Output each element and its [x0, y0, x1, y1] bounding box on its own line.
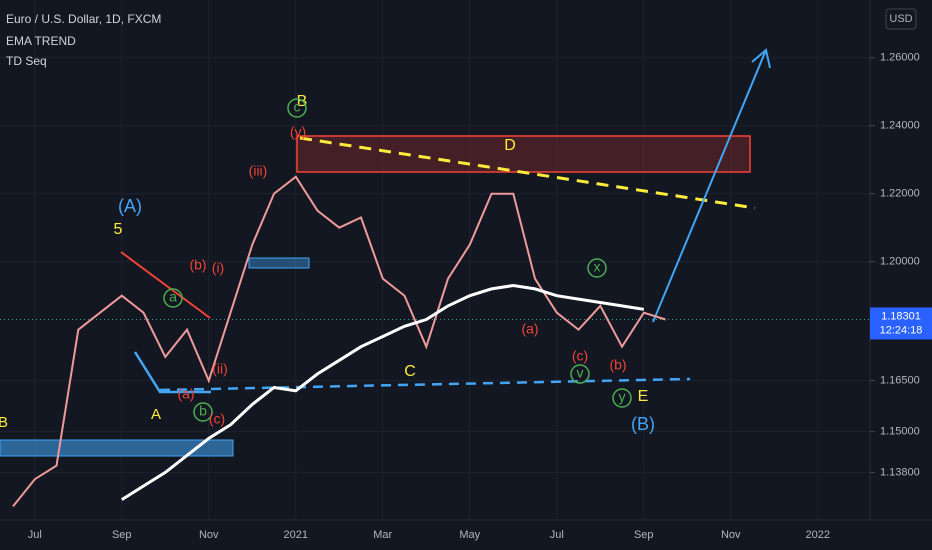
- wave-label: 5: [114, 221, 123, 238]
- x-tick-label: Sep: [634, 529, 654, 541]
- wave-label: a: [169, 289, 177, 305]
- wave-label: (b): [189, 257, 206, 273]
- x-tick-label: May: [459, 529, 480, 541]
- x-tick-label: Nov: [721, 529, 741, 541]
- plot: [0, 175, 870, 508]
- support-line: [159, 377, 691, 392]
- y-tick-label: 1.13800: [880, 466, 920, 478]
- wave-label: B: [0, 414, 8, 431]
- series-line: [121, 283, 645, 501]
- series-line: [12, 175, 666, 508]
- price-axis: [870, 0, 932, 550]
- annotation-circle: [612, 388, 632, 408]
- wave-label: c: [294, 99, 301, 115]
- y-tick-label: 1.20000: [880, 256, 920, 268]
- annotation-circle: [570, 364, 590, 384]
- wave-label: (iii): [249, 163, 268, 179]
- y-tick-label: 1.15000: [880, 426, 920, 438]
- x-tick-label: 2021: [284, 529, 308, 541]
- x-tick-label: Nov: [199, 529, 219, 541]
- indicator-label: TD Seq: [6, 54, 47, 68]
- wave-label: A: [151, 406, 161, 423]
- wave-label: B: [297, 93, 308, 110]
- projection-arrow: [652, 49, 767, 323]
- wave-label: x: [594, 259, 601, 275]
- wave-label: v: [577, 365, 584, 381]
- wave-label: (B): [631, 414, 655, 434]
- indicator-label: EMA TREND: [6, 34, 76, 48]
- annotations: (A)5A(a)b (c)a(b) (i)(ii)(iii)Bc(y)DC(a)(c…: [0, 93, 655, 434]
- wave-label: (y): [290, 124, 306, 140]
- x-tick-label: Mar: [373, 529, 392, 541]
- countdown: 12:24:18: [880, 324, 923, 336]
- x-tick-label: Sep: [112, 529, 132, 541]
- wedge-line: [120, 251, 211, 319]
- wave-label: D: [504, 137, 516, 154]
- wave-label: y: [619, 389, 626, 405]
- wave-label: (A): [118, 196, 142, 216]
- wave-label: E: [638, 388, 649, 405]
- trend-line: [299, 136, 756, 210]
- y-tick-label: 1.16500: [880, 375, 920, 387]
- wave-label: (c): [572, 348, 588, 364]
- x-tick-label: Jul: [28, 529, 42, 541]
- wave-label: b: [199, 403, 207, 419]
- x-tick-label: Jul: [550, 529, 564, 541]
- y-tick-label: 1.24000: [880, 120, 920, 132]
- currency-box[interactable]: [885, 8, 917, 30]
- x-tick-label: 2022: [806, 529, 830, 541]
- bracket: [133, 351, 211, 394]
- zone: [248, 257, 310, 269]
- wave-label: C: [404, 363, 416, 380]
- y-tick-label: 1.22000: [880, 188, 920, 200]
- wave-label: (a): [521, 321, 538, 337]
- time-axis: [0, 520, 932, 550]
- annotation-circle: [287, 98, 307, 118]
- symbol-title: Euro / U.S. Dollar, 1D, FXCM: [6, 12, 161, 26]
- resistance-zone: [296, 135, 751, 173]
- y-tick-label: 1.26000: [880, 52, 920, 64]
- wave-label: (b): [609, 357, 626, 373]
- wave-label: (c): [209, 411, 225, 427]
- wave-label: (ii): [212, 361, 228, 377]
- axes: 1.26000 1.24000 1.22000 1.20000 1.16500 1.150…: [28, 52, 932, 541]
- annotation-circle: [163, 288, 183, 308]
- last-price: 1.18301: [881, 310, 921, 322]
- wave-label: (a): [177, 386, 194, 402]
- currency[interactable]: USD: [889, 13, 912, 25]
- grid: [0, 0, 870, 520]
- wave-label: (i): [212, 260, 224, 276]
- last-price-box: [870, 307, 932, 340]
- arrow-head: [751, 48, 771, 69]
- annotation-circle: [587, 258, 607, 278]
- annotation-circle: [193, 402, 213, 422]
